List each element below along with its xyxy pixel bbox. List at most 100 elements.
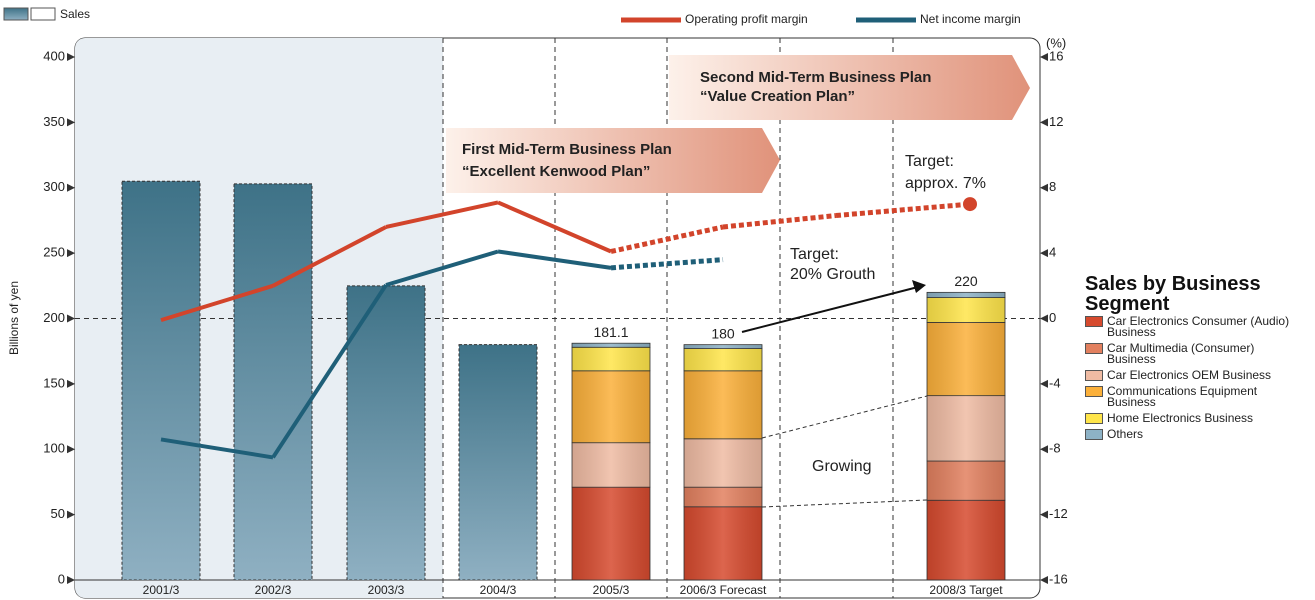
total-label: 181.1	[593, 324, 628, 340]
y-tick-label: 300	[43, 179, 65, 194]
legend-item: Others	[1085, 427, 1310, 441]
annotation: Target:	[790, 246, 839, 263]
legend-swatch	[1085, 413, 1103, 424]
legend-swatch	[1085, 429, 1103, 440]
legend-label: Home Electronics Business	[1107, 411, 1254, 425]
segment-shade	[684, 348, 762, 371]
legend-item: Home Electronics Business	[1085, 411, 1310, 425]
legend-label: Car Electronics Consumer (Audio) Busines…	[1107, 314, 1290, 339]
line-segment	[385, 249, 499, 287]
y-tick	[67, 53, 75, 61]
segment-shade	[927, 461, 1005, 501]
plan-banner	[446, 128, 780, 193]
legend-item: Car Electronics Consumer (Audio) Busines…	[1085, 314, 1310, 339]
legend-label: Car Multimedia (Consumer) Business	[1107, 341, 1255, 366]
y2-tick	[1040, 118, 1048, 127]
legend-swatch	[3, 7, 29, 21]
plan-banner	[669, 55, 1030, 120]
y2-tick-label: -4	[1049, 375, 1061, 390]
segment-shade	[684, 487, 762, 507]
segment-shade	[684, 438, 762, 488]
segment-shade	[572, 370, 650, 443]
annotation: approx. 7%	[905, 175, 986, 192]
annotation: First Mid-Term Business Plan	[462, 141, 672, 158]
line-segment	[497, 200, 612, 254]
bar	[233, 183, 313, 581]
line-segment	[385, 200, 499, 229]
y-axis-label: Billions of yen	[7, 281, 21, 355]
line-segment	[722, 213, 837, 230]
legend-swatch	[30, 7, 56, 21]
segment-shade	[572, 347, 650, 371]
y2-tick	[1040, 445, 1048, 454]
legend-swatch	[1085, 370, 1103, 381]
y2-tick	[1040, 510, 1048, 519]
y-tick-label: 200	[43, 310, 65, 325]
segment-shade	[927, 322, 1005, 396]
y2-tick-label: -12	[1049, 506, 1068, 521]
line-segment	[271, 283, 388, 459]
annotation: “Excellent Kenwood Plan”	[462, 163, 650, 180]
line-segment	[160, 437, 274, 460]
arrow	[741, 286, 919, 333]
x-tick-label: 2001/3	[143, 583, 180, 597]
x-tick-label: 2004/3	[480, 583, 517, 597]
y-tick-label: 350	[43, 114, 65, 129]
guide-line	[761, 395, 928, 439]
segment-shade	[927, 292, 1005, 298]
y2-axis-label: (%)	[1046, 35, 1066, 50]
y-tick	[67, 118, 75, 127]
segment-shade	[684, 344, 762, 349]
line-segment	[835, 201, 971, 219]
annotation: 20% Grouth	[790, 266, 875, 283]
legend-sales	[3, 7, 56, 21]
legend-item: Car Multimedia (Consumer) Business	[1085, 341, 1310, 366]
y2-tick	[1040, 183, 1048, 192]
x-tick-label: 2003/3	[368, 583, 405, 597]
legend-label: Net income margin	[920, 12, 1021, 26]
y-tick	[67, 183, 75, 192]
target-point	[963, 197, 977, 212]
legend-swatch	[1085, 343, 1103, 354]
line-segment	[610, 224, 724, 254]
segment-shade	[572, 343, 650, 348]
y-tick-label: 250	[43, 245, 65, 260]
segment-legend-title: Sales by Business Segment	[1085, 273, 1261, 315]
legend-swatch	[1085, 386, 1103, 397]
y2-tick-label: 8	[1049, 179, 1056, 194]
x-tick-label: 2006/3 Forecast	[680, 583, 767, 597]
segment-shade	[684, 506, 762, 580]
segment-shade	[927, 500, 1005, 580]
y-tick	[67, 249, 75, 258]
bar	[121, 180, 201, 581]
line-segment	[272, 225, 387, 288]
line-segment	[610, 257, 724, 271]
x-tick-label: 2002/3	[255, 583, 292, 597]
y2-tick-label: 4	[1049, 245, 1056, 260]
annotation: Target:	[905, 153, 954, 170]
segment-shade	[927, 297, 1005, 323]
legend-item: Car Electronics OEM Business	[1085, 368, 1310, 382]
legend-label: Car Electronics OEM Business	[1107, 368, 1272, 382]
legend-label: Sales	[60, 7, 90, 21]
legend-label: Others	[1107, 427, 1144, 441]
y-tick-label: 50	[51, 506, 65, 521]
annotation: Growing	[812, 458, 872, 475]
y2-tick	[1040, 314, 1048, 323]
line-segment	[497, 249, 612, 270]
x-tick-label: 2008/3 Target	[929, 583, 1003, 597]
annotation: Second Mid-Term Business Plan	[700, 69, 931, 86]
y-tick	[67, 314, 75, 323]
y-tick-label: 100	[43, 441, 65, 456]
total-label: 180	[711, 325, 735, 341]
y2-tick	[1040, 576, 1048, 584]
legend-item: Communications Equipment Business	[1085, 384, 1310, 409]
legend-label: Communications Equipment Business	[1107, 384, 1258, 409]
y2-tick-label: -8	[1049, 441, 1061, 456]
y-tick	[67, 379, 75, 388]
y-tick	[67, 576, 75, 584]
y-tick-label: 0	[58, 571, 65, 586]
y-tick	[67, 445, 75, 454]
